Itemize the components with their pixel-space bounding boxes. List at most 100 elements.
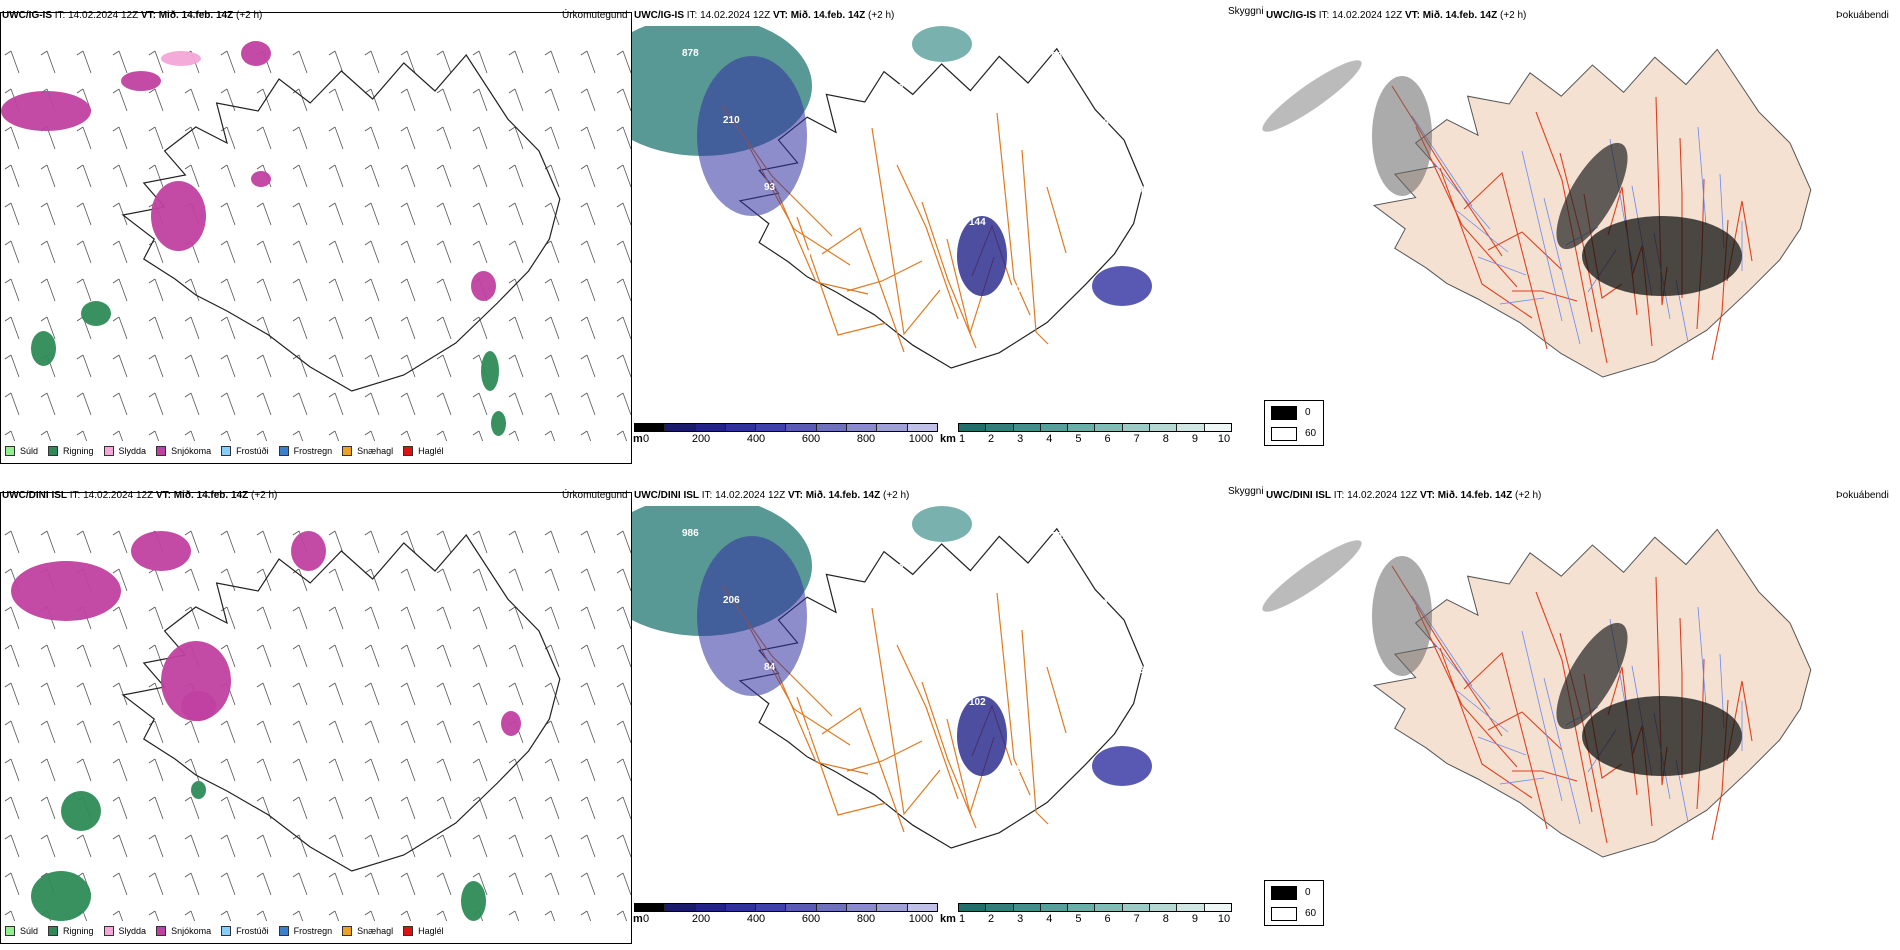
visibility-map-svg: 878 210 93 90 302 218 655 144 202 88 126 143 219 57 [632, 26, 1152, 369]
wind-barb-flag [328, 240, 336, 246]
precip-legend-item: Súld [5, 926, 38, 936]
wind-barb-flag [616, 126, 624, 132]
wind-barb [262, 872, 272, 896]
visibility-value-label: 210 [723, 115, 740, 126]
wind-barb [370, 430, 376, 441]
wind-barb [190, 316, 200, 340]
wind-barb [10, 834, 20, 858]
wind-barb [46, 316, 56, 340]
wind-barb-flag [4, 88, 12, 94]
visibility-value-label: 88 [1051, 51, 1063, 62]
wind-barb-flag [508, 682, 516, 688]
wind-barb-flag [436, 834, 444, 840]
wind-barb [118, 568, 128, 592]
colorbar-tick: 10 [1217, 913, 1231, 925]
wind-barb-flag [328, 164, 336, 170]
wind-barb [514, 796, 524, 820]
wind-barb [46, 278, 56, 302]
wind-barb [334, 720, 344, 744]
colorbar-cell [1013, 904, 1041, 911]
wind-barb [10, 910, 16, 921]
wind-barb-flag [292, 530, 300, 536]
lead-time: (+2 h) [1514, 490, 1542, 501]
wind-barb-flag [580, 682, 588, 688]
wind-barb-flag [616, 316, 624, 322]
wind-barb [154, 126, 164, 150]
fog-map [1262, 26, 1898, 426]
precip-area [1, 91, 91, 131]
wind-barb-flag [4, 720, 12, 726]
precip-area [481, 351, 499, 391]
wind-barb [622, 568, 631, 592]
wind-barb-flag [148, 834, 156, 840]
wind-barb [442, 316, 452, 340]
wind-barb-flag [580, 644, 588, 650]
wind-barb-flag [256, 392, 264, 398]
wind-barb-flag [76, 278, 84, 284]
visibility-value-label: 84 [764, 662, 776, 673]
wind-barb [370, 796, 380, 820]
wind-barb [46, 164, 56, 188]
wind-barb-flag [508, 88, 516, 94]
wind-barb [226, 834, 236, 858]
wind-barb-flag [292, 240, 300, 246]
wind-barb [334, 872, 344, 896]
wind-barb [622, 392, 631, 416]
wind-barb [586, 392, 596, 416]
wind-barb [46, 720, 56, 744]
visibility-value-label: 218 [887, 83, 904, 94]
colorbar-cell [959, 904, 987, 911]
wind-barb-flag [400, 50, 408, 56]
wind-barb-flag [364, 682, 372, 688]
wind-barb [82, 834, 92, 858]
wind-barb-flag [436, 720, 444, 726]
wind-barb-flag [364, 202, 372, 208]
wind-barb-flag [436, 392, 444, 398]
fog-area [1262, 60, 1362, 132]
wind-barb-flag [328, 910, 336, 916]
wind-barb-flag [148, 758, 156, 764]
wind-barb-flag [4, 50, 12, 56]
wind-barb [442, 834, 452, 858]
wind-barb-flag [112, 720, 120, 726]
wind-barb-flag [436, 568, 444, 574]
wind-barb [10, 606, 20, 630]
wind-barb-flag [400, 126, 408, 132]
wind-barb [550, 758, 560, 782]
wind-barb [190, 720, 200, 744]
wind-barb [514, 644, 524, 668]
wind-barb [622, 758, 631, 782]
wind-barb [82, 758, 92, 782]
wind-barb [550, 164, 560, 188]
wind-barb [154, 606, 164, 630]
wind-barb [10, 430, 16, 441]
wind-barb-flag [4, 240, 12, 246]
wind-barb [226, 430, 232, 441]
wind-barb [622, 240, 631, 264]
wind-barb [226, 50, 236, 74]
wind-barb [82, 50, 92, 74]
colorbar-tick: 1000 [908, 433, 934, 445]
visibility-panel-title: UWC/DINI ISL IT: 14.02.2024 12Z VT: Mið.… [634, 490, 909, 502]
wind-barb-flag [220, 910, 228, 916]
visibility-value-label: 206 [723, 595, 740, 606]
wind-barb-flag [256, 872, 264, 878]
wind-barb [370, 758, 380, 782]
wind-barb-flag [400, 682, 408, 688]
fog-area [1372, 76, 1432, 196]
wind-barb-flag [292, 354, 300, 360]
wind-barb-flag [112, 872, 120, 878]
visibility-colorbar-km [958, 903, 1232, 912]
wind-barb-flag [4, 392, 12, 398]
precip-legend-item: Frostregn [278, 926, 332, 936]
road [1535, 591, 1593, 813]
wind-barb [82, 354, 92, 378]
wind-barb-flag [4, 682, 12, 688]
precip-type-map-svg [1, 41, 631, 441]
wind-barb-flag [580, 872, 588, 878]
colorbar-cell [635, 424, 666, 431]
vis-area-sea [912, 506, 972, 542]
wind-barb [550, 530, 560, 554]
wind-barb [226, 758, 236, 782]
wind-barb-flag [436, 240, 444, 246]
